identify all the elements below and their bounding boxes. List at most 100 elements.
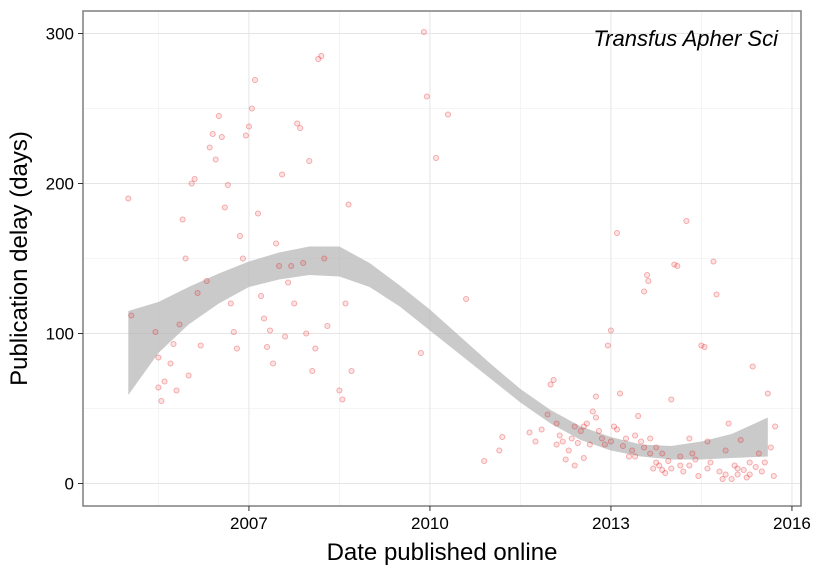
data-point — [152, 328, 159, 336]
data-point — [565, 447, 572, 454]
data-point — [632, 453, 639, 460]
data-point — [532, 438, 539, 445]
data-point — [574, 439, 581, 447]
data-point — [309, 367, 316, 375]
data-point — [276, 262, 283, 270]
data-point — [315, 55, 322, 63]
data-point — [671, 261, 678, 268]
data-point — [686, 462, 693, 469]
data-point — [638, 438, 645, 445]
data-point — [619, 442, 627, 450]
data-point — [740, 466, 747, 474]
data-point — [698, 342, 705, 349]
data-point — [550, 376, 557, 384]
data-point — [707, 459, 714, 466]
data-point — [716, 468, 723, 475]
data-point — [713, 291, 720, 298]
data-point — [179, 216, 186, 223]
x-axis-title: Date published online — [327, 539, 558, 566]
data-point — [345, 201, 352, 208]
data-point — [598, 435, 605, 442]
data-point — [312, 345, 319, 352]
data-point — [607, 438, 614, 445]
data-point — [770, 472, 777, 480]
data-point — [568, 435, 575, 442]
x-axis: 2007 2010 2013 2016 — [230, 506, 811, 533]
data-point — [221, 204, 228, 211]
data-point — [270, 360, 277, 367]
data-point — [547, 381, 554, 388]
data-point — [647, 435, 654, 442]
data-point — [556, 432, 563, 439]
data-point — [420, 28, 427, 36]
data-point — [749, 363, 756, 370]
data-point — [577, 427, 584, 435]
data-point — [704, 438, 711, 445]
data-point — [722, 471, 729, 478]
data-point — [659, 466, 666, 474]
data-point — [185, 372, 192, 379]
data-point — [647, 450, 654, 457]
panel-border — [82, 10, 802, 507]
data-point — [746, 459, 753, 466]
data-point — [215, 112, 222, 120]
data-point — [526, 429, 533, 436]
data-point — [725, 420, 732, 427]
data-point — [656, 462, 663, 469]
data-point — [248, 105, 255, 112]
x-tick-label: 2007 — [230, 514, 268, 533]
data-point — [318, 52, 325, 60]
data-point — [601, 441, 608, 448]
data-point — [209, 130, 216, 138]
data-point — [737, 436, 744, 444]
data-point — [680, 468, 687, 475]
data-point — [236, 232, 243, 240]
data-point — [499, 433, 506, 441]
data-point — [734, 471, 741, 478]
data-point — [212, 156, 219, 163]
data-point — [683, 217, 690, 225]
data-point — [263, 343, 271, 351]
data-point — [755, 450, 762, 457]
data-point — [182, 255, 189, 262]
data-point — [294, 120, 301, 127]
data-point — [206, 144, 213, 151]
data-point — [629, 447, 636, 454]
data-point — [538, 426, 545, 433]
data-point — [653, 444, 660, 451]
data-point — [746, 471, 753, 478]
y-axis-title: Publication delay (days) — [6, 131, 33, 386]
data-point — [233, 345, 240, 352]
data-point — [170, 340, 177, 348]
y-tick-label: 0 — [65, 475, 74, 494]
data-point — [336, 387, 343, 394]
data-point — [285, 279, 292, 286]
data-point — [586, 441, 593, 448]
data-point — [641, 288, 648, 295]
data-point — [677, 462, 684, 469]
data-point — [695, 472, 702, 480]
data-point — [650, 465, 657, 472]
data-point — [571, 462, 578, 469]
data-point — [571, 423, 578, 430]
data-point — [553, 441, 560, 448]
data-point — [463, 295, 470, 303]
data-point — [764, 390, 771, 397]
data-point — [423, 93, 430, 100]
data-point — [583, 420, 590, 427]
data-point — [300, 259, 307, 267]
data-point — [321, 255, 328, 262]
data-point — [686, 435, 693, 442]
data-point — [625, 453, 633, 460]
data-point — [125, 195, 132, 202]
data-point — [607, 327, 614, 334]
data-point — [254, 210, 262, 217]
data-point — [260, 315, 268, 322]
data-point — [674, 262, 681, 270]
y-tick-label: 200 — [46, 175, 74, 194]
data-point — [635, 412, 642, 420]
data-point — [251, 76, 259, 84]
data-point — [239, 255, 246, 262]
